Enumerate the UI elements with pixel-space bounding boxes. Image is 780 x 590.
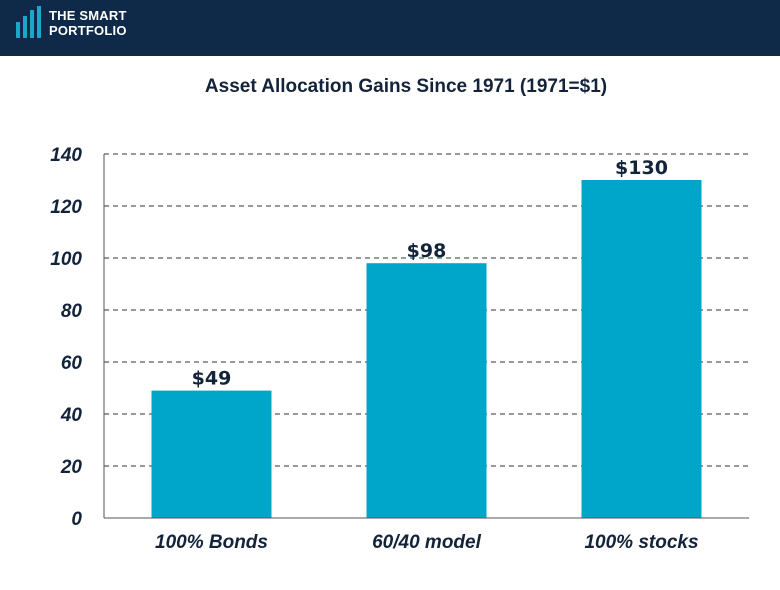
header-bar: THE SMART PORTFOLIO (0, 0, 780, 56)
bar[interactable] (151, 390, 272, 518)
y-tick-label: 140 (50, 145, 82, 166)
y-tick-label: 40 (60, 405, 83, 426)
chart-title: Asset Allocation Gains Since 1971 (1971=… (204, 76, 608, 97)
y-tick-label: 20 (60, 457, 83, 478)
y-tick-label: 120 (50, 197, 82, 218)
x-tick-label: 100% Bonds (155, 532, 268, 553)
data-label: $130 (615, 157, 668, 179)
y-tick-label: 80 (61, 301, 83, 322)
bar[interactable] (366, 263, 487, 518)
brand-name: THE SMART PORTFOLIO (49, 8, 127, 38)
x-tick-label: 100% stocks (584, 532, 698, 553)
y-tick-label: 0 (71, 509, 82, 530)
brand-name-line2: PORTFOLIO (49, 23, 127, 38)
x-tick-label: 60/40 model (372, 532, 481, 553)
data-label: $98 (407, 240, 447, 262)
data-label: $49 (192, 368, 232, 390)
y-tick-label: 100 (50, 249, 82, 270)
bar-chart-logo-icon (16, 6, 41, 38)
brand-name-line1: THE SMART (49, 8, 127, 23)
y-tick-label: 60 (61, 353, 83, 374)
brand-logo[interactable]: THE SMART PORTFOLIO (14, 6, 127, 40)
bar[interactable] (581, 180, 702, 518)
